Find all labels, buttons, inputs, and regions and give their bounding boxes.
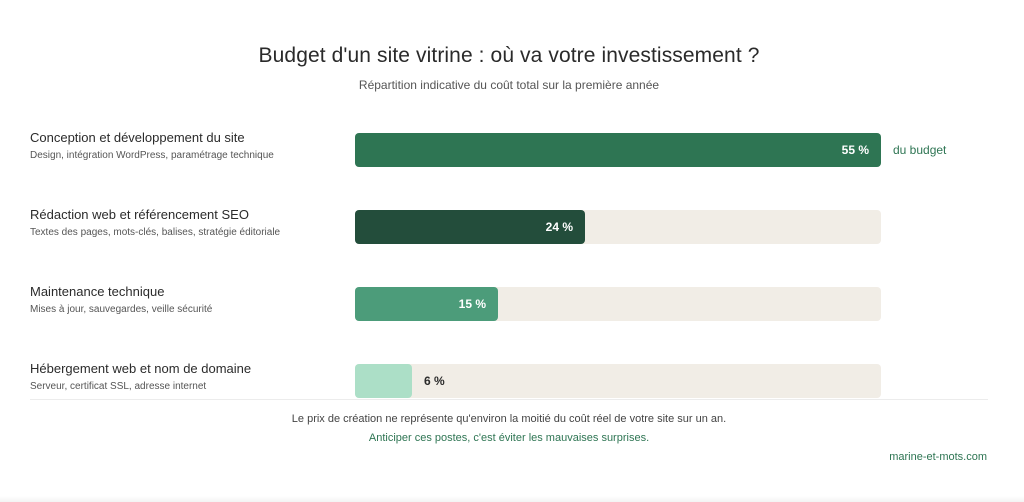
category-label: Conception et développement du site <box>30 130 245 145</box>
data-label: 24 % <box>545 220 573 234</box>
bar-row: Conception et développement du site Desig… <box>0 130 1024 170</box>
footer-cta: Anticiper ces postes, c'est éviter les m… <box>368 432 650 444</box>
category-description: Textes des pages, mots-clés, balises, st… <box>30 227 281 238</box>
bar-track: 55 % <box>355 133 881 167</box>
bar <box>355 364 412 398</box>
data-label: 6 % <box>424 374 445 388</box>
category-description: Mises à jour, sauvegardes, veille sécuri… <box>30 304 213 315</box>
chart-subtitle: Répartition indicative du coût total sur… <box>358 78 660 92</box>
bar-track: 6 % <box>355 364 881 398</box>
category-description: Serveur, certificat SSL, adresse interne… <box>30 381 207 392</box>
category-label: Hébergement web et nom de domaine <box>30 361 252 376</box>
bottom-edge <box>0 496 1024 502</box>
bar-row: Rédaction web et référencement SEO Textes… <box>0 207 1024 247</box>
bar-row: Maintenance technique Mises à jour, sauve… <box>0 284 1024 324</box>
bar <box>355 287 498 321</box>
bar-track: 24 % <box>355 210 881 244</box>
bar <box>355 210 585 244</box>
category-description: Design, intégration WordPress, paramétra… <box>30 150 274 161</box>
data-label: 55 % <box>841 143 869 157</box>
category-label: Rédaction web et référencement SEO <box>30 207 249 222</box>
chart-title: Budget d'un site vitrine : où va votre i… <box>258 44 760 67</box>
footer-note: Le prix de création ne représente qu'env… <box>291 413 727 425</box>
bar-track: 15 % <box>355 287 881 321</box>
brand-link[interactable]: marine-et-mots.com <box>889 451 987 463</box>
divider <box>30 399 988 400</box>
category-label: Maintenance technique <box>30 284 165 299</box>
data-label: 15 % <box>458 297 486 311</box>
bar-row: Hébergement web et nom de domaine Serveur… <box>0 361 1024 401</box>
bar <box>355 133 881 167</box>
value-suffix: du budget <box>893 143 947 157</box>
